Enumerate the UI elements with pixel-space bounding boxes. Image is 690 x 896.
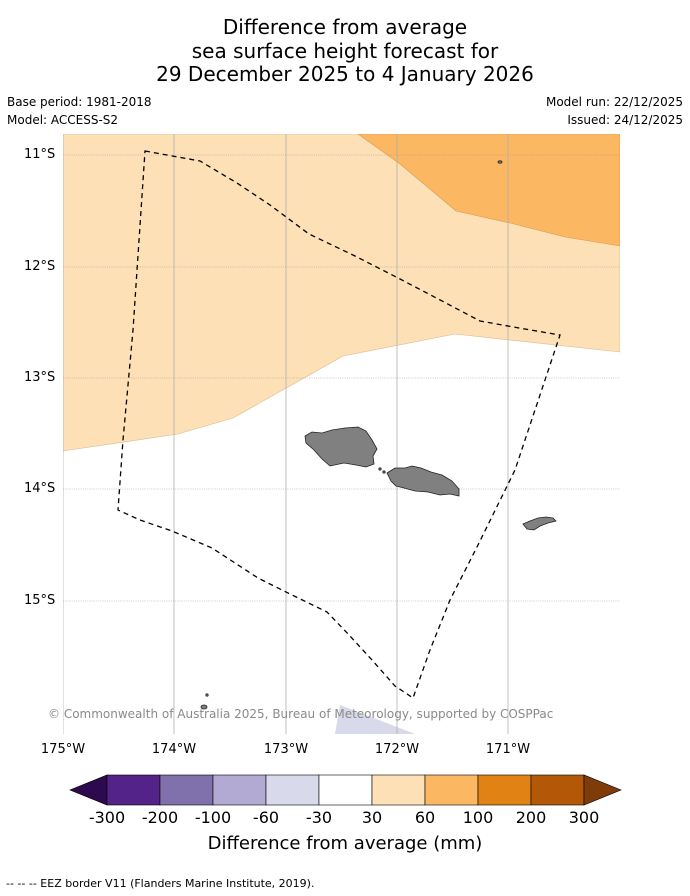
title-line-3: 29 December 2025 to 4 January 2026: [156, 62, 534, 86]
colorbar-segment-60-100: [424, 774, 479, 806]
colorbar-tick: -300: [88, 808, 126, 827]
lon-label-174w: 174°W: [151, 742, 197, 757]
lat-label-15s: 15°S: [24, 593, 56, 608]
colorbar-title: Difference from average (mm): [207, 833, 483, 854]
colorbar-segment-30-60: [371, 774, 426, 806]
colorbar-segment-minus30-30: [318, 774, 373, 806]
colorbar: [69, 774, 622, 806]
tutuila-island: [522, 516, 557, 531]
anomaly-minus60-minus30-region: [335, 705, 415, 734]
lon-label-173w: 173°W: [263, 742, 309, 757]
eez-legend: -- -- -- EEZ border V11 (Flanders Marine…: [6, 877, 315, 890]
title-line-1: Difference from average: [222, 15, 468, 39]
colorbar-tick: -200: [141, 808, 179, 827]
lat-label-14s: 14°S: [24, 481, 56, 496]
graticule-lon: [63, 134, 509, 734]
colorbar-tick: 60: [414, 808, 436, 827]
lon-label-172w: 172°W: [374, 742, 420, 757]
model-run: Model run: 22/12/2025: [545, 95, 683, 109]
colorbar-segment-minus300-minus200: [106, 774, 161, 806]
wallis-islet-2: [205, 693, 209, 697]
lat-label-11s: 11°S: [24, 147, 56, 162]
colorbar-segment-minus200-minus100: [159, 774, 214, 806]
savaii-island: [304, 426, 378, 468]
wallis-islet-1: [200, 704, 208, 710]
manono-islet: [382, 470, 386, 474]
base-period: Base period: 1981-2018: [7, 95, 152, 109]
lat-label-13s: 13°S: [24, 370, 56, 385]
swains-island: [497, 160, 503, 164]
model-name: Model: ACCESS-S2: [7, 113, 119, 127]
colorbar-tick: 300: [568, 808, 600, 827]
colorbar-tick: -60: [252, 808, 280, 827]
colorbar-tick: 200: [515, 808, 547, 827]
colorbar-segment-minus100-minus60: [212, 774, 267, 806]
apolima-islet: [378, 467, 382, 471]
copyright-notice: © Commonwealth of Australia 2025, Bureau…: [48, 707, 554, 721]
lon-label-171w: 171°W: [485, 742, 531, 757]
anomaly-60-100-region: [357, 134, 620, 247]
lon-label-175w: 175°W: [40, 742, 86, 757]
map-area: [63, 134, 620, 734]
land-masses: [200, 160, 557, 710]
colorbar-extend-min: [69, 774, 108, 806]
upolu-island: [386, 465, 460, 497]
colorbar-segment-200-300: [530, 774, 585, 806]
colorbar-extend-max: [583, 774, 622, 806]
eez-border: [117, 150, 561, 700]
colorbar-segment-100-200: [477, 774, 532, 806]
colorbar-segment-minus60-minus30: [265, 774, 320, 806]
title-line-2: sea surface height forecast for: [191, 39, 499, 63]
lat-label-12s: 12°S: [24, 259, 56, 274]
issued-date: Issued: 24/12/2025: [567, 113, 683, 127]
graticule: [63, 154, 620, 602]
colorbar-tick: -30: [305, 808, 333, 827]
colorbar-tick: -100: [194, 808, 232, 827]
colorbar-tick: 100: [462, 808, 494, 827]
colorbar-tick: 30: [361, 808, 383, 827]
